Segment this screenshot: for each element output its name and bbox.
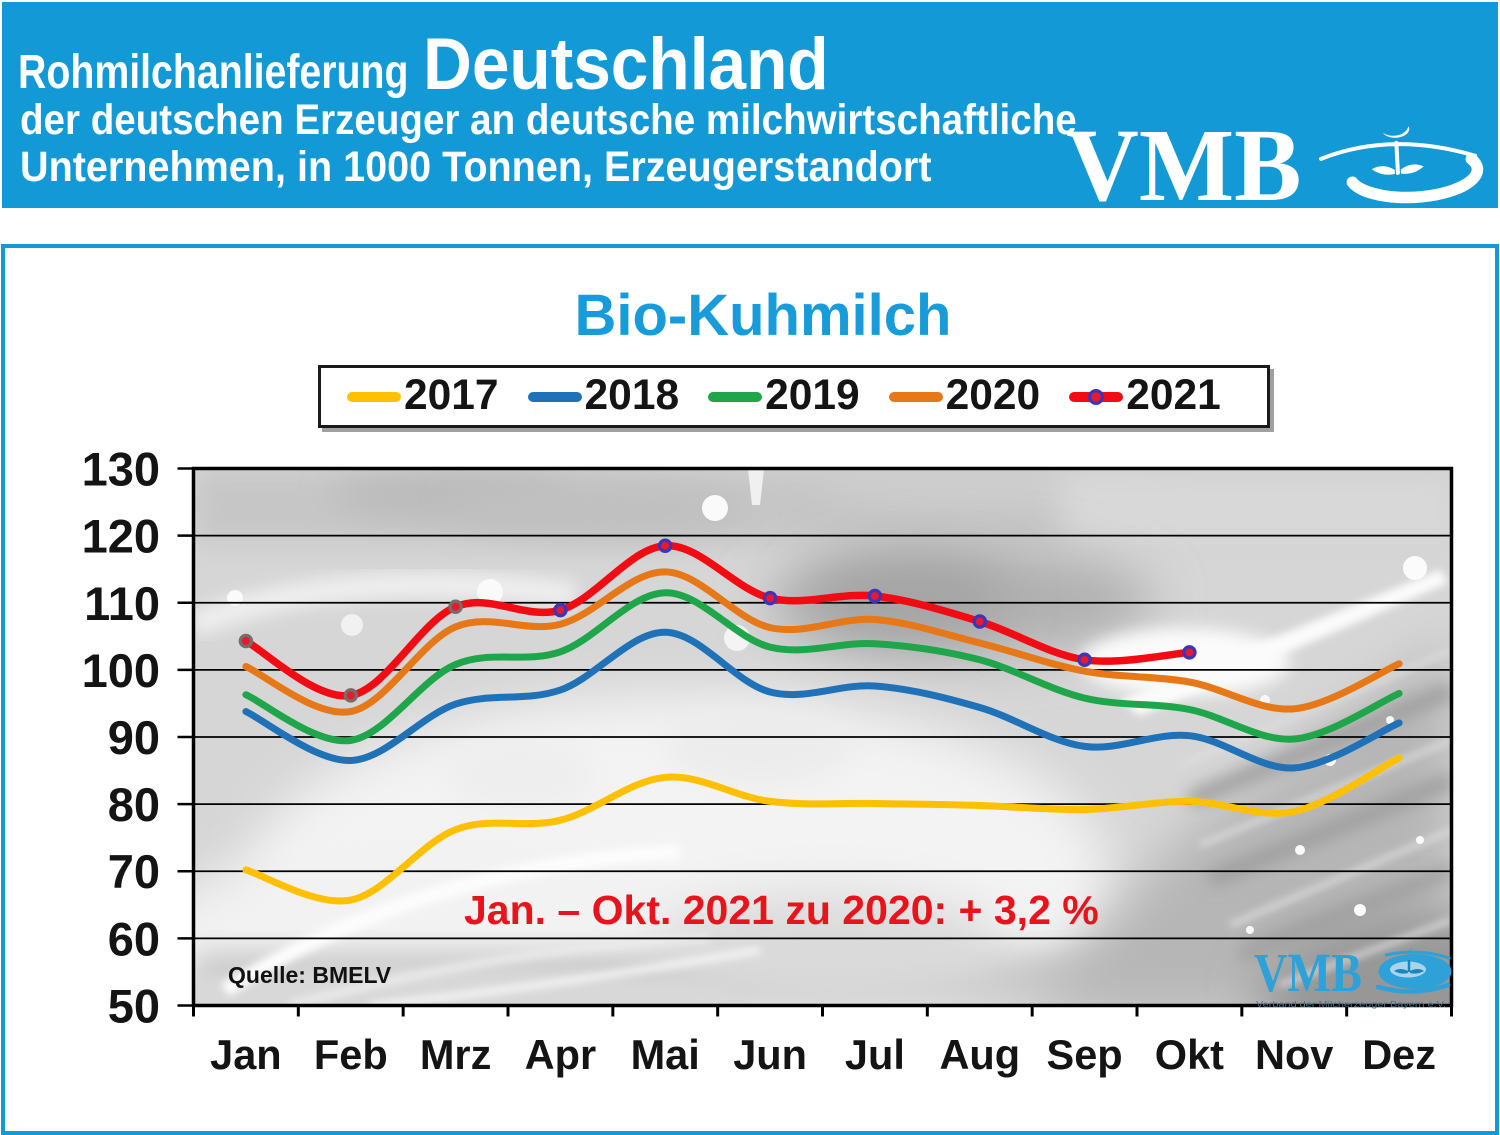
svg-text:Mrz: Mrz bbox=[420, 1031, 491, 1078]
svg-text:Aug: Aug bbox=[939, 1031, 1020, 1078]
svg-text:Jul: Jul bbox=[845, 1031, 905, 1078]
svg-text:100: 100 bbox=[82, 644, 160, 697]
svg-text:60: 60 bbox=[108, 912, 160, 965]
svg-text:Okt: Okt bbox=[1155, 1031, 1224, 1078]
svg-text:120: 120 bbox=[82, 510, 160, 563]
svg-text:70: 70 bbox=[108, 845, 160, 898]
svg-text:Sep: Sep bbox=[1047, 1031, 1123, 1078]
svg-text:Dez: Dez bbox=[1362, 1031, 1436, 1078]
svg-text:90: 90 bbox=[108, 711, 160, 764]
svg-text:Nov: Nov bbox=[1255, 1031, 1333, 1078]
svg-text:110: 110 bbox=[84, 577, 160, 630]
svg-text:VMB: VMB bbox=[1254, 942, 1362, 1003]
svg-text:Jun: Jun bbox=[733, 1031, 807, 1078]
svg-text:Feb: Feb bbox=[314, 1031, 388, 1078]
svg-text:Jan: Jan bbox=[210, 1031, 282, 1078]
svg-text:Mai: Mai bbox=[631, 1031, 700, 1078]
svg-text:Verband der Milcherzeuger Baye: Verband der Milcherzeuger Bayern e.V. bbox=[1256, 1000, 1446, 1009]
svg-text:130: 130 bbox=[82, 443, 160, 496]
svg-text:Apr: Apr bbox=[525, 1031, 596, 1078]
svg-text:80: 80 bbox=[108, 778, 160, 831]
svg-text:50: 50 bbox=[108, 980, 160, 1033]
